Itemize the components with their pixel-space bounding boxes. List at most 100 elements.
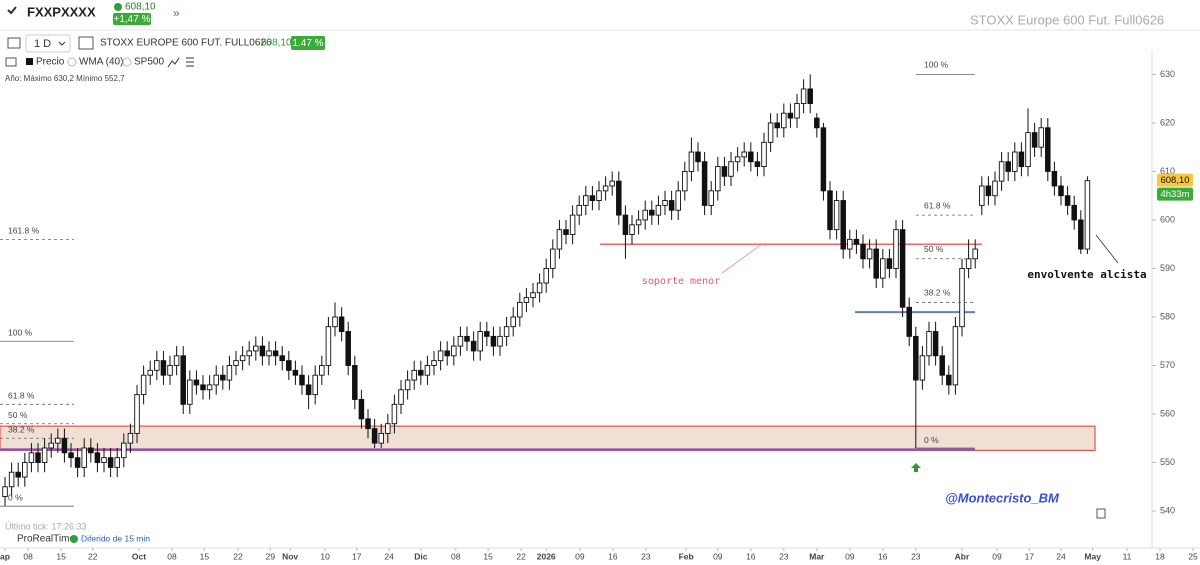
candle-body	[1012, 151, 1018, 172]
candle-body	[754, 161, 761, 168]
candle-body	[68, 452, 74, 459]
x-tick-label: 17	[352, 551, 362, 561]
candle-body	[853, 238, 860, 245]
fib-label: 50 %	[924, 244, 944, 254]
candle-body	[444, 350, 450, 357]
candle-body	[259, 345, 266, 357]
candle-body	[530, 292, 536, 299]
candle-body	[28, 452, 35, 463]
x-tick-label: 2026	[537, 551, 556, 561]
candle-body	[794, 103, 800, 119]
x-tick-label: 24	[384, 551, 394, 561]
candle-body	[286, 360, 292, 371]
x-tick-label: 23	[911, 551, 921, 561]
candle-body	[523, 297, 530, 303]
y-tick-label: 560	[1160, 408, 1175, 418]
x-tick-label: 09	[845, 551, 855, 561]
x-tick-label: 08	[23, 551, 33, 561]
candle-body	[682, 170, 688, 192]
tool-icon[interactable]	[5, 57, 17, 67]
instrument-price: 608,10	[261, 38, 292, 49]
support-pointer	[721, 243, 763, 274]
candle-body	[1084, 180, 1091, 250]
candle-body	[266, 350, 272, 357]
candle-body	[787, 112, 794, 119]
candle-body	[48, 442, 54, 449]
candle-body	[2, 486, 8, 497]
up-arrow	[911, 463, 921, 472]
note: envolvente alcista	[1027, 268, 1146, 281]
x-tick-label: May	[1084, 551, 1101, 561]
candle-body	[213, 374, 219, 386]
x-tick-label: 22	[233, 551, 243, 561]
candle-body	[1025, 132, 1031, 168]
x-tick-label: Nov	[282, 551, 298, 561]
candle-body	[332, 316, 338, 328]
candle-body	[279, 355, 285, 362]
candle-body	[107, 457, 114, 468]
candle-body	[899, 229, 906, 308]
candle-body	[464, 335, 470, 342]
timeframe-dropdown[interactable]	[25, 34, 71, 53]
candle-body	[411, 369, 417, 381]
legend-swatch	[26, 58, 33, 65]
chart-type-icon[interactable]	[78, 36, 94, 50]
candle-body	[457, 335, 464, 347]
indicator-icon[interactable]	[167, 57, 180, 68]
timeframe: 1 D	[34, 38, 51, 50]
candle-body	[715, 166, 721, 192]
y-tick-label: 630	[1160, 69, 1175, 79]
legend-item[interactable]: SP500	[134, 57, 164, 68]
fib-label: 61.8 %	[8, 391, 35, 401]
x-tick-label: 18	[1155, 551, 1165, 561]
candle-body	[371, 428, 378, 444]
candle-body	[1071, 204, 1077, 221]
candle-body	[272, 350, 279, 357]
y-tick-label: 580	[1160, 311, 1175, 321]
candle-body	[583, 195, 589, 206]
expand-icon[interactable]: »	[173, 6, 180, 20]
change-badge	[113, 13, 151, 25]
candle-body	[490, 335, 497, 347]
candle-body	[220, 374, 226, 381]
candle-body	[253, 345, 259, 352]
x-tick-label: 09	[992, 551, 1002, 561]
fib-label: 161.8 %	[8, 226, 40, 236]
legend-item[interactable]: Precio	[36, 57, 65, 68]
x-tick-label: 16	[608, 551, 618, 561]
candle-body	[609, 180, 615, 187]
candle-body	[728, 161, 734, 177]
candle-body	[127, 432, 134, 444]
candle-body	[81, 447, 87, 468]
candle-body	[952, 326, 959, 386]
x-tick-label: 23	[779, 551, 789, 561]
fib-label: 38.2 %	[8, 425, 35, 435]
list-icon[interactable]	[186, 57, 194, 67]
support-label: soporte menor	[642, 276, 720, 287]
candle-body	[919, 355, 926, 381]
candle-body	[873, 248, 879, 279]
candle-body	[187, 379, 193, 405]
candle-body	[160, 360, 167, 376]
y-tick-label: 610	[1160, 166, 1175, 176]
layout-icon[interactable]	[7, 37, 21, 49]
legend-item[interactable]: WMA (40)	[79, 57, 123, 68]
candle-body	[8, 471, 15, 488]
candle-body	[814, 117, 820, 129]
candle-body	[550, 248, 556, 269]
last-price-label: 608,10	[1160, 175, 1189, 186]
candle-body	[635, 219, 642, 226]
y-tick-label: 570	[1160, 360, 1175, 370]
settings-icon[interactable]	[1096, 508, 1106, 519]
x-tick-label: Feb	[679, 551, 694, 561]
candle-body	[992, 180, 998, 197]
x-tick-label: 29	[266, 551, 276, 561]
candle-body	[365, 418, 371, 430]
y-tick-label: 540	[1160, 505, 1175, 515]
candle-body	[1078, 219, 1084, 250]
candle-body	[965, 258, 972, 269]
last-tick: Último tick: 17:26:33	[5, 521, 87, 531]
candle-body	[180, 355, 186, 405]
candle-body	[1038, 127, 1044, 148]
candle-body	[701, 161, 708, 206]
